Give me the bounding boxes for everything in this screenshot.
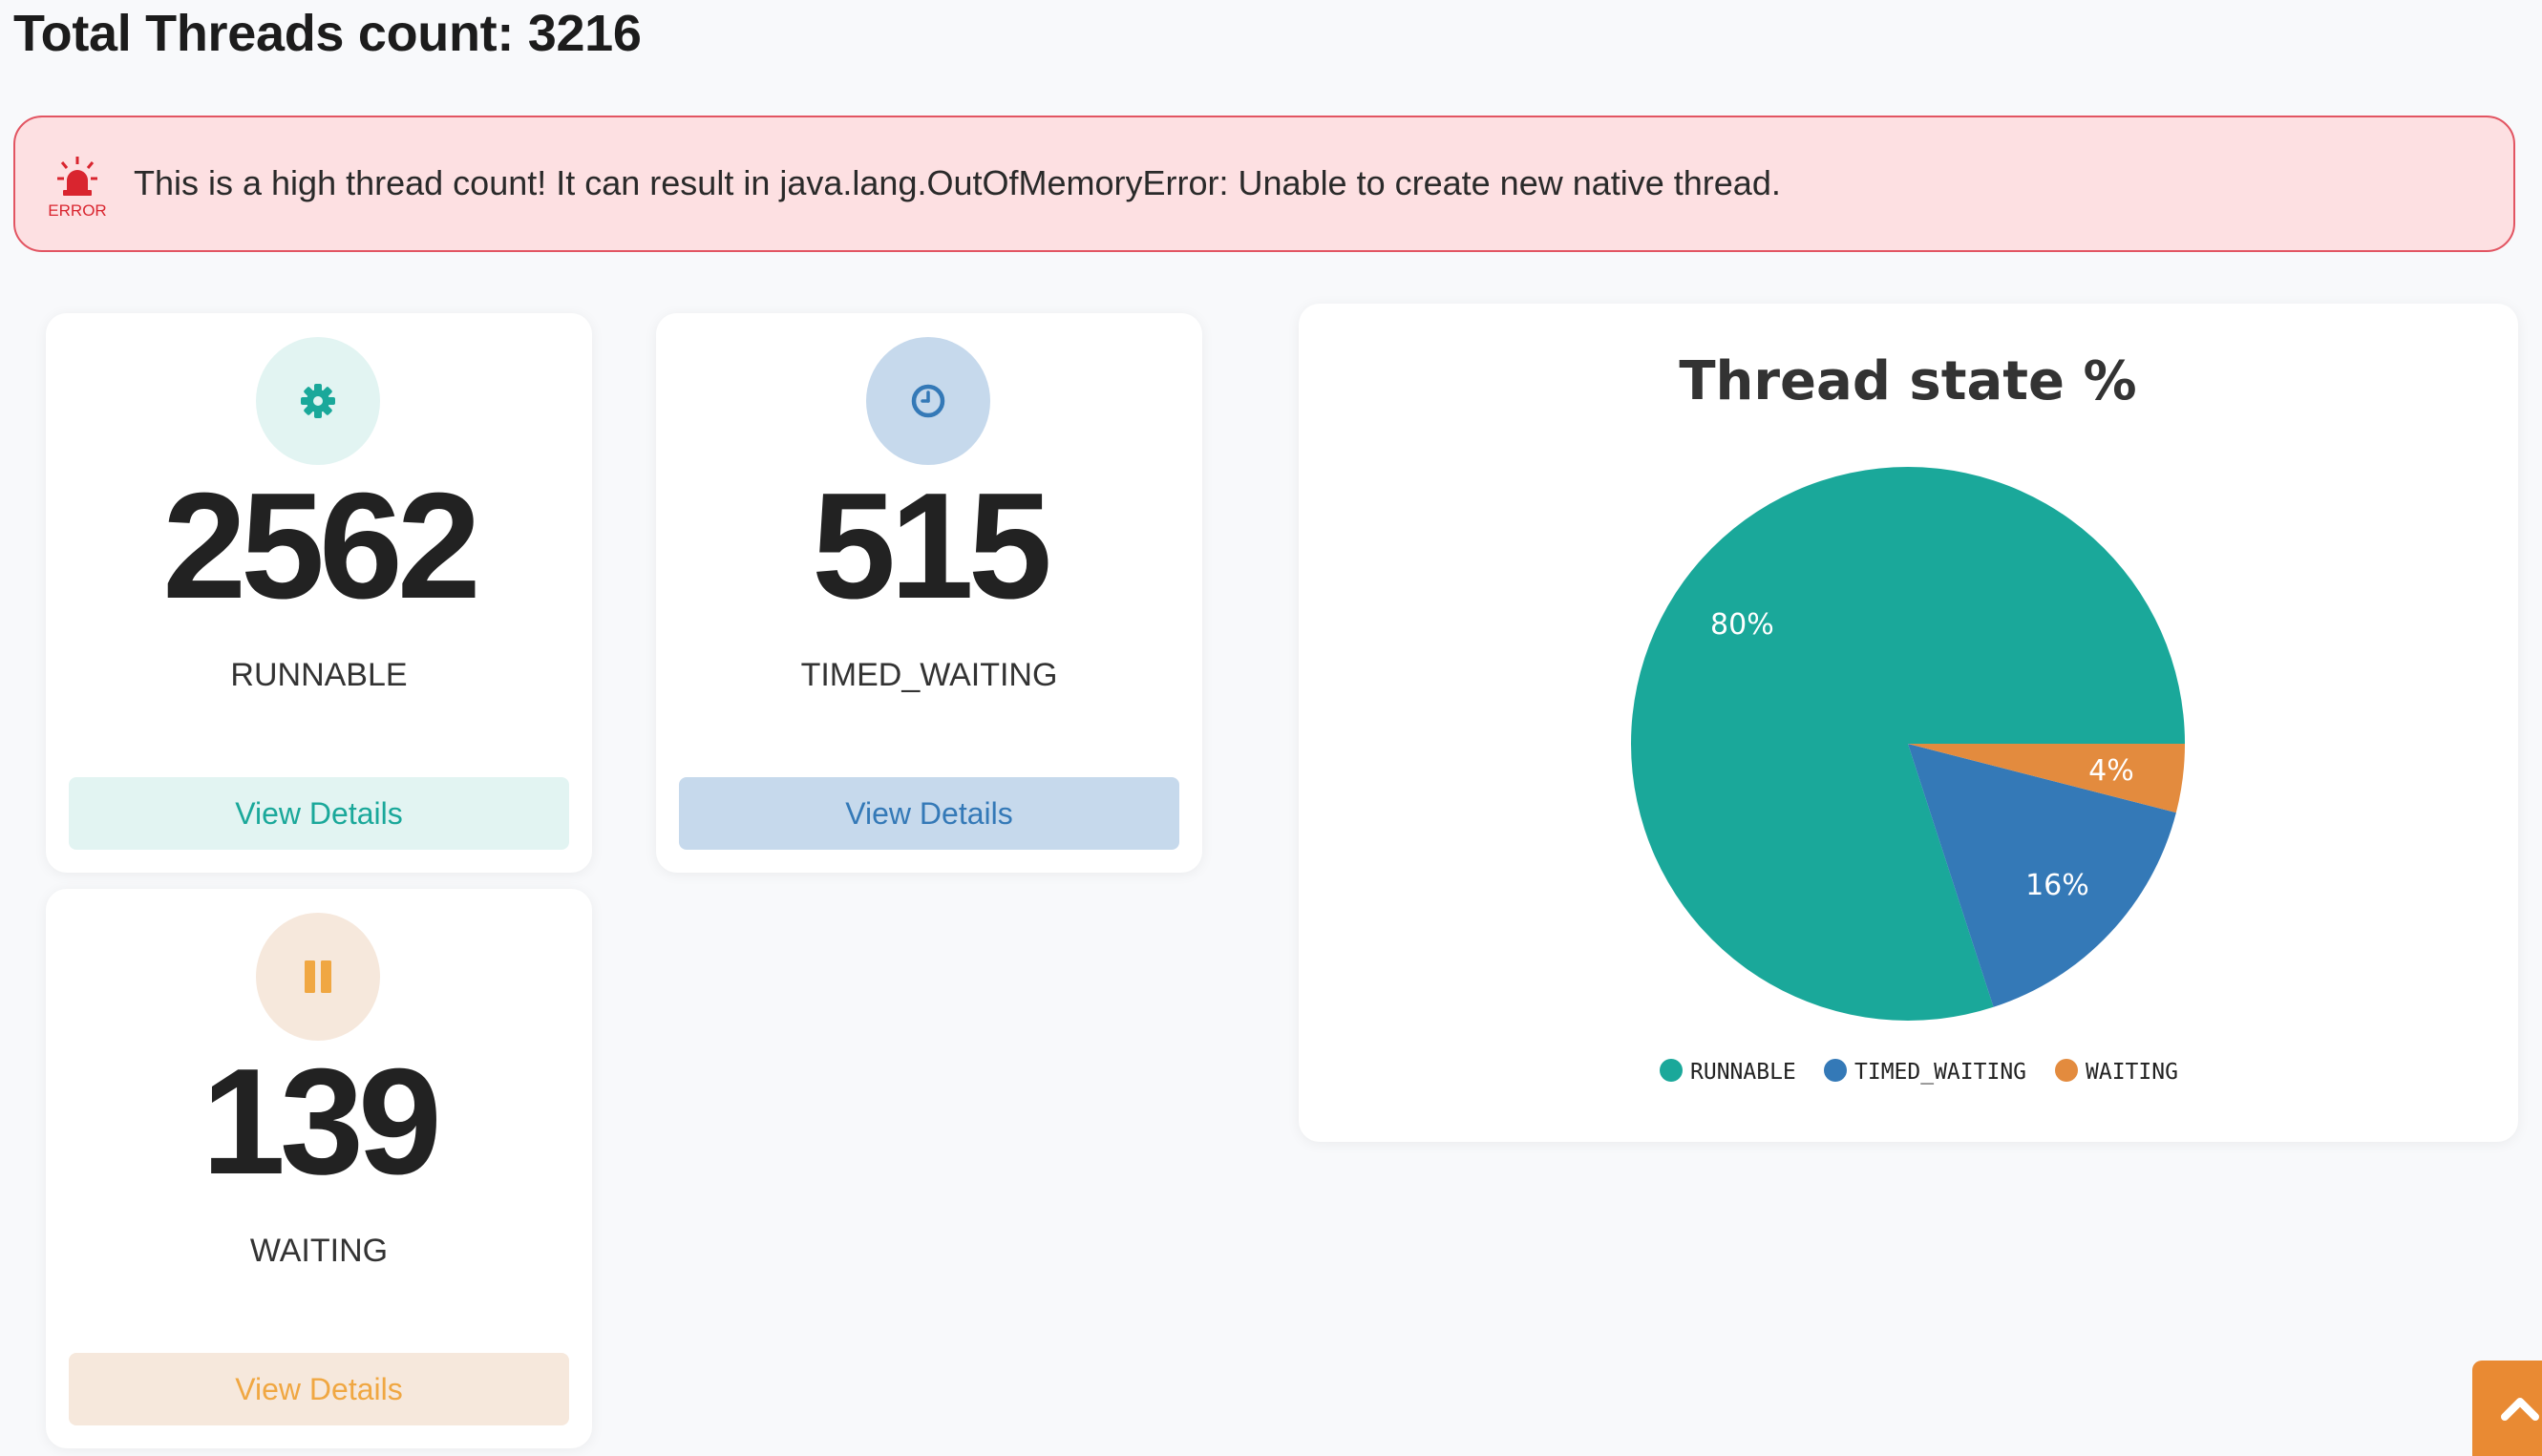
- chevron-up-icon: [2501, 1398, 2539, 1421]
- pie-data-label: 16%: [2025, 869, 2089, 902]
- legend-label[interactable]: WAITING: [2086, 1060, 2178, 1085]
- legend-label[interactable]: RUNNABLE: [1690, 1060, 1796, 1085]
- waiting-view-details-button[interactable]: View Details: [69, 1353, 569, 1425]
- pie-slice-timed-waiting[interactable]: [1908, 744, 2176, 1007]
- gear-icon: [256, 337, 380, 465]
- timed-waiting-view-details-button[interactable]: View Details: [679, 777, 1179, 850]
- pie-data-label: 80%: [1710, 608, 1774, 642]
- legend-label[interactable]: TIMED_WAITING: [1854, 1060, 2026, 1085]
- runnable-card: 2562 RUNNABLE View Details: [46, 313, 592, 873]
- timed-waiting-label: TIMED_WAITING: [800, 657, 1058, 693]
- thread-state-chart: Thread state % 80% 16% 4% RUNNABLE TIMED_WA…: [1299, 304, 2518, 1142]
- chart-title: Thread state %: [1679, 350, 2136, 412]
- clock-icon: [866, 337, 990, 465]
- timed-waiting-card: 515 TIMED_WAITING View Details: [656, 313, 1202, 873]
- legend-marker: [2055, 1059, 2078, 1082]
- error-alert: ERROR This is a high thread count! It ca…: [13, 116, 2515, 252]
- scroll-to-top-button[interactable]: [2472, 1361, 2542, 1456]
- legend-marker: [1660, 1059, 1683, 1082]
- page-title: Total Threads count: 3216: [13, 5, 642, 62]
- runnable-count: 2562: [162, 462, 481, 630]
- timed-waiting-count: 515: [812, 462, 1052, 630]
- alert-message: This is a high thread count! It can resu…: [134, 163, 1781, 202]
- pie-slice-waiting[interactable]: [1908, 744, 2185, 813]
- waiting-card: 139 WAITING View Details: [46, 889, 592, 1448]
- alert-icon-label: ERROR: [48, 201, 107, 220]
- siren-icon: ERROR: [34, 156, 120, 222]
- waiting-count: 139: [201, 1038, 442, 1206]
- runnable-view-details-button[interactable]: View Details: [69, 777, 569, 850]
- pause-icon: [256, 913, 380, 1041]
- runnable-label: RUNNABLE: [230, 657, 408, 693]
- legend-marker: [1824, 1059, 1847, 1082]
- pie-data-label: 4%: [2088, 754, 2134, 788]
- pie-chart: Thread state % 80% 16% 4% RUNNABLE TIMED_WA…: [1631, 350, 2185, 1085]
- waiting-label: WAITING: [249, 1233, 389, 1269]
- pie-slice-runnable[interactable]: [1631, 466, 2185, 1021]
